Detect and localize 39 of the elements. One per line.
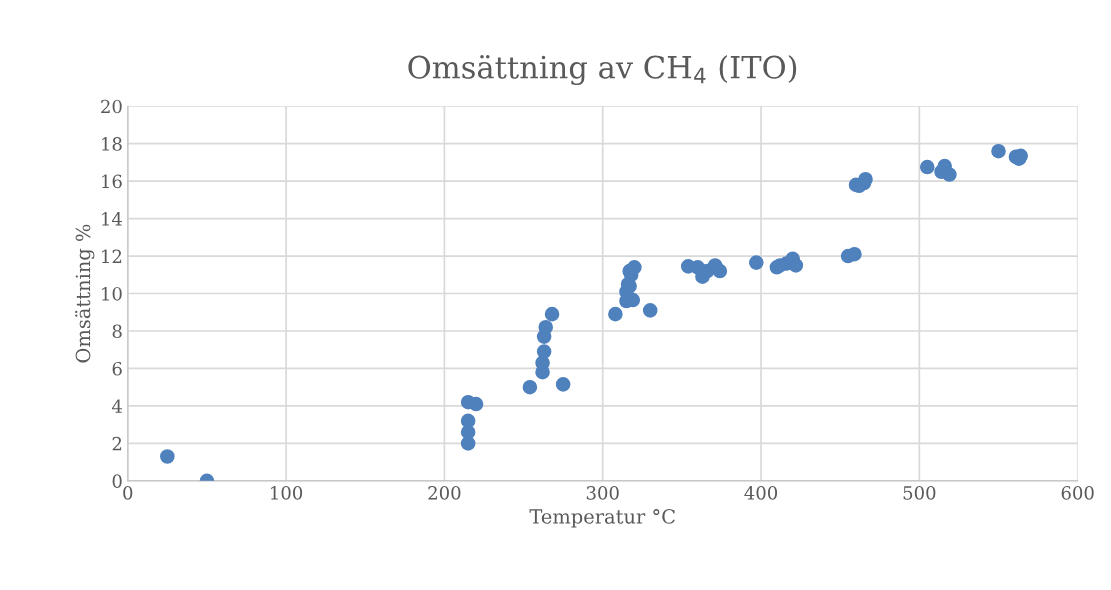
y-tick-label: 0 bbox=[112, 474, 122, 488]
y-tick-label: 6 bbox=[112, 361, 122, 376]
point bbox=[749, 255, 764, 270]
chart-title: Omsättning av CH$_{4}$ (ITO) bbox=[408, 54, 797, 86]
point bbox=[942, 167, 957, 182]
x-tick-label: 300 bbox=[586, 486, 619, 500]
point bbox=[460, 436, 476, 451]
y-tick-label: 16 bbox=[102, 174, 122, 189]
point bbox=[160, 449, 175, 464]
point bbox=[847, 246, 862, 262]
point bbox=[712, 263, 728, 279]
point bbox=[642, 303, 658, 318]
y-tick-label: 18 bbox=[102, 137, 122, 151]
point bbox=[919, 159, 935, 175]
x-tick-label: 500 bbox=[903, 486, 936, 500]
point bbox=[522, 379, 538, 395]
point bbox=[468, 396, 484, 412]
y-tick-label: 10 bbox=[102, 286, 122, 301]
point bbox=[788, 258, 804, 273]
point bbox=[608, 306, 623, 322]
point bbox=[991, 143, 1006, 159]
x-tick-label: 200 bbox=[428, 486, 461, 500]
y-tick-label: 4 bbox=[111, 399, 122, 413]
y-axis-title: Omsättning % bbox=[75, 224, 95, 363]
y-tick-label: 12 bbox=[102, 249, 122, 263]
point bbox=[544, 306, 560, 322]
x-axis-title: Temperatur °C bbox=[529, 509, 675, 528]
x-tick-label: 400 bbox=[744, 486, 778, 500]
y-tick-label: 20 bbox=[101, 99, 122, 114]
x-tick-label: 0 bbox=[123, 486, 133, 500]
point bbox=[536, 344, 552, 359]
point bbox=[627, 260, 642, 275]
y-tick-label: 14 bbox=[102, 212, 122, 226]
y-tick-label: 2 bbox=[112, 436, 122, 451]
x-tick-label: 600 bbox=[1061, 486, 1094, 500]
y-tick-label: 8 bbox=[112, 324, 122, 339]
point bbox=[538, 319, 554, 335]
x-tick-label: 100 bbox=[271, 486, 303, 500]
point bbox=[555, 377, 571, 392]
